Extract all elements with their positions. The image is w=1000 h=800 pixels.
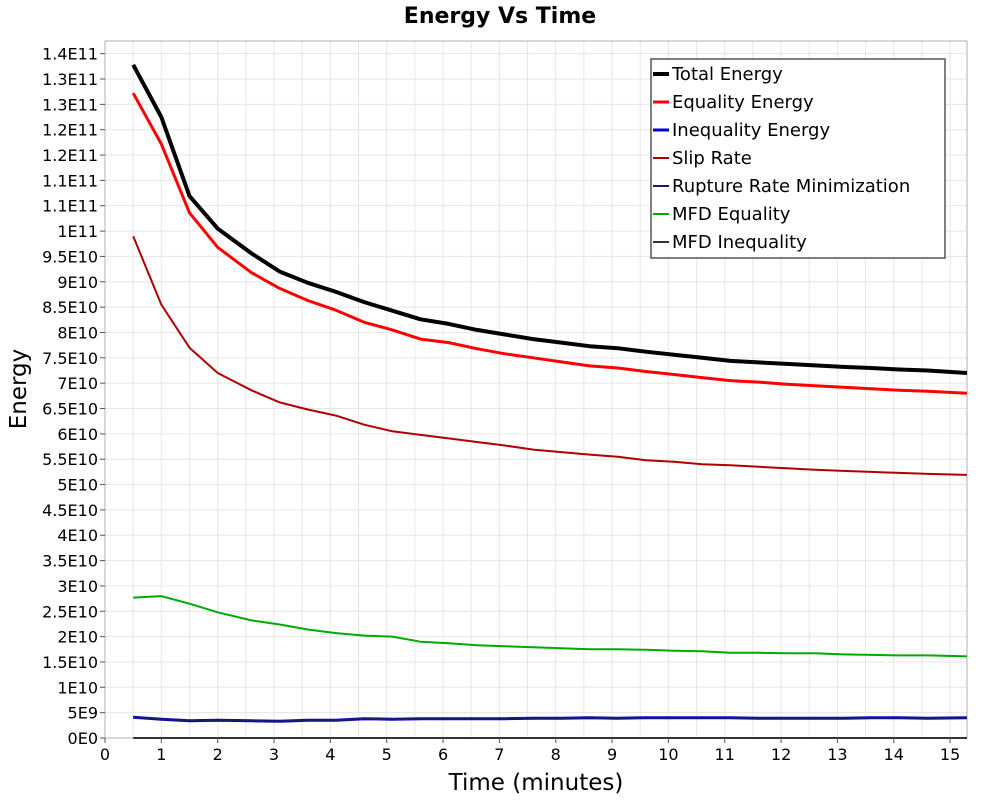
y-tick-label: 1.3E11 xyxy=(42,70,98,89)
legend-box xyxy=(650,58,946,259)
y-tick-label: 4E10 xyxy=(57,526,98,545)
y-axis-label: Energy xyxy=(6,349,32,430)
y-tick-label: 0E0 xyxy=(68,729,98,748)
y-tick-label: 1.3E11 xyxy=(42,95,98,114)
y-tick-label: 2E10 xyxy=(57,628,98,647)
x-tick-label: 11 xyxy=(715,745,735,764)
legend-entry: Total Energy xyxy=(671,64,783,85)
legend-entry: MFD Equality xyxy=(672,204,791,225)
series-line-rupture-rate-minimization xyxy=(133,716,968,723)
x-tick-label: 15 xyxy=(940,745,960,764)
y-tick-label: 5E9 xyxy=(68,704,98,723)
grid-layer xyxy=(105,41,967,739)
x-tick-label: 2 xyxy=(213,745,223,764)
series-line-equality-energy xyxy=(131,92,968,395)
y-tick-label: 9.5E10 xyxy=(42,247,98,266)
y-tick-label: 1E11 xyxy=(57,222,98,241)
y-tick-label: 8.5E10 xyxy=(42,298,98,317)
x-axis-label: Time (minutes) xyxy=(448,770,624,796)
legend-entry: Rupture Rate Minimization xyxy=(672,176,910,197)
y-tick-label: 4.5E10 xyxy=(42,501,98,520)
y-tick-label: 1.2E11 xyxy=(42,146,98,165)
y-tick-label: 3E10 xyxy=(57,577,98,596)
x-tick-label: 5 xyxy=(382,745,392,764)
x-tick-label: 3 xyxy=(269,745,279,764)
y-tick-label: 1.2E11 xyxy=(42,121,98,140)
legend-entry: Equality Energy xyxy=(672,92,814,113)
y-tick-label: 5E10 xyxy=(57,476,98,495)
legend-entry: Inequality Energy xyxy=(672,120,830,141)
chart-title: Energy Vs Time xyxy=(404,4,596,29)
x-tick-label: 13 xyxy=(827,745,847,764)
y-tick-label: 7.5E10 xyxy=(42,349,98,368)
x-tick-label: 7 xyxy=(494,745,504,764)
y-tick-label: 9E10 xyxy=(57,273,98,292)
y-tick-label: 6E10 xyxy=(57,425,98,444)
x-tick-label: 4 xyxy=(325,745,335,764)
y-tick-label: 8E10 xyxy=(57,323,98,342)
legend-entry: MFD Inequality xyxy=(672,232,807,253)
legend-entry: Slip Rate xyxy=(672,148,752,169)
x-tick-label: 0 xyxy=(100,745,110,764)
y-tick-label: 1.1E11 xyxy=(42,171,98,190)
series-line-slip-rate xyxy=(132,235,968,476)
x-tick-label: 10 xyxy=(658,745,678,764)
x-tick-label: 14 xyxy=(884,745,904,764)
x-tick-label: 9 xyxy=(607,745,617,764)
x-tick-label: 1 xyxy=(156,745,166,764)
axis-layer: 0 1 2 3 4 5 6 7 8 9 10 11 12 13 14 150E05E91E101.5E102E… xyxy=(42,45,960,764)
y-tick-label: 1.1E11 xyxy=(42,197,98,216)
series-line-total-energy xyxy=(131,63,968,375)
y-tick-label: 1E10 xyxy=(57,678,98,697)
y-tick-label: 1.5E10 xyxy=(42,653,98,672)
y-tick-label: 6.5E10 xyxy=(42,400,98,419)
x-tick-label: 8 xyxy=(551,745,561,764)
x-tick-label: 12 xyxy=(771,745,791,764)
y-tick-label: 3.5E10 xyxy=(42,552,98,571)
y-tick-label: 2.5E10 xyxy=(42,602,98,621)
series-layer xyxy=(131,63,968,739)
x-tick-label: 6 xyxy=(438,745,448,764)
legend: Total Energy Equality Energy Inequality En… xyxy=(650,58,946,259)
y-tick-label: 1.4E11 xyxy=(42,45,98,64)
y-tick-label: 7E10 xyxy=(57,374,98,393)
series-line-mfd-equality xyxy=(133,595,968,658)
y-tick-label: 5.5E10 xyxy=(42,450,98,469)
